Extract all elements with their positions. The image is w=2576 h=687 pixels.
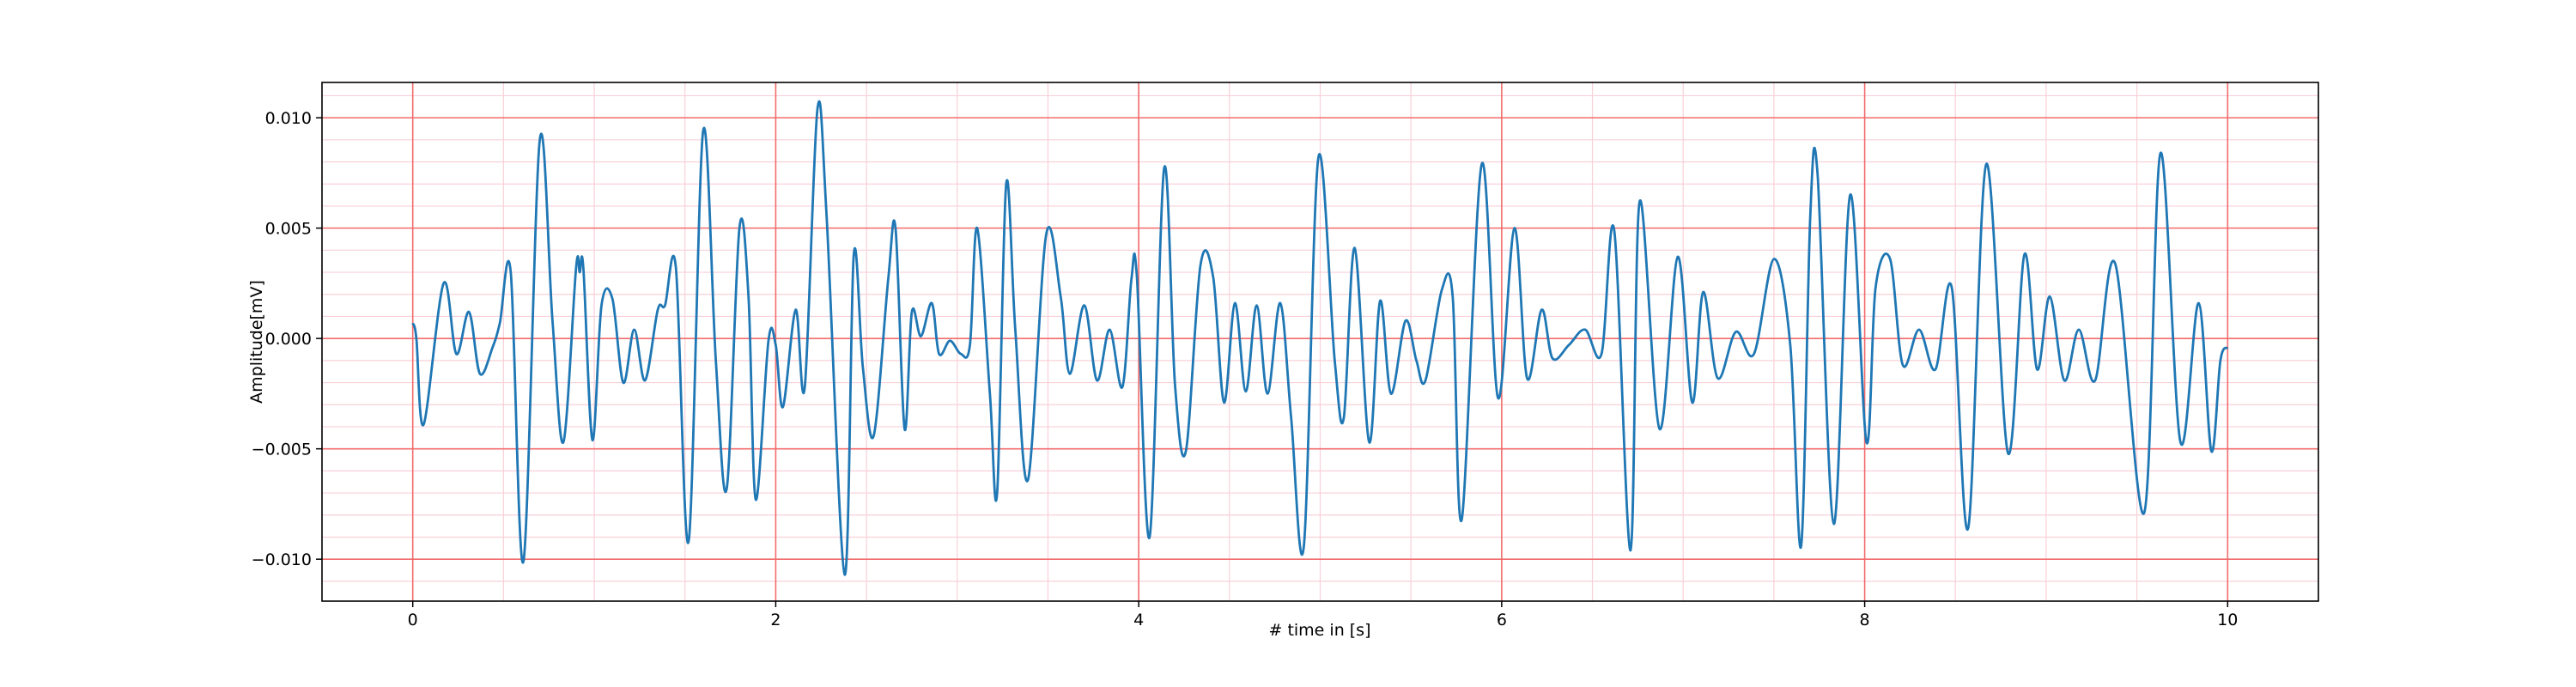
y-tick-label: 0.000 — [265, 330, 312, 349]
y-tick-label: 0.010 — [265, 109, 312, 128]
y-tick-label: 0.005 — [265, 220, 312, 239]
grid — [321, 82, 2319, 601]
x-tick-label: 8 — [1860, 611, 1870, 629]
x-tick-label: 6 — [1497, 611, 1507, 629]
x-tick-label: 0 — [408, 611, 418, 629]
plot-frame — [321, 82, 2319, 602]
x-tick-label: 2 — [770, 611, 781, 629]
x-axis-label: # time in [s] — [1268, 621, 1370, 640]
y-axis-label: Amplitude[mV] — [247, 280, 266, 404]
x-tick-label: 4 — [1133, 611, 1144, 629]
x-tick-label: 10 — [2217, 611, 2238, 629]
y-tick-label: −0.005 — [252, 441, 312, 459]
y-tick-label: −0.010 — [252, 550, 312, 569]
signal-line — [411, 100, 2229, 576]
